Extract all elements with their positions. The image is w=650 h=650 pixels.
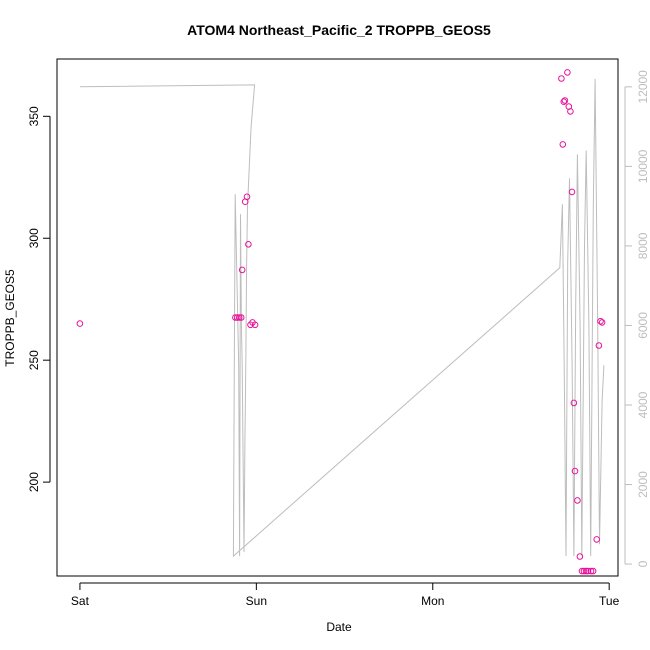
x-tick-label: Tue: [599, 594, 620, 608]
data-point: [570, 399, 578, 407]
data-point: [564, 69, 571, 76]
x-tick-label: Sun: [246, 594, 267, 608]
data-point: [243, 193, 251, 201]
y2-axis: 0 2000 4000 6000 8000 10000 12000: [624, 70, 650, 567]
y-tick-label: 200: [27, 472, 41, 492]
chart-title: ATOM4 Northeast_Pacific_2 TROPPB_GEOS5: [187, 22, 491, 38]
data-point: [235, 314, 243, 321]
y2-tick-label: 6000: [636, 312, 650, 339]
data-point: [251, 321, 259, 329]
y-tick-label: 300: [27, 228, 41, 248]
y2-tick-label: 10000: [636, 149, 650, 183]
data-point: [589, 567, 597, 575]
x-tick-label: Mon: [421, 594, 444, 608]
data-point: [237, 314, 245, 321]
y2-tick-label: 0: [636, 560, 650, 567]
y2-tick-label: 2000: [636, 471, 650, 498]
data-point: [587, 567, 595, 575]
data-point: [584, 567, 592, 575]
data-point: [568, 188, 576, 196]
y-tick-label: 350: [27, 106, 41, 126]
data-point: [576, 553, 584, 560]
data-point: [598, 319, 606, 326]
data-point: [595, 342, 603, 349]
troppb-series: [76, 69, 606, 575]
y2-tick-label: 4000: [636, 391, 650, 418]
data-point: [574, 497, 581, 504]
plot-frame: [56, 58, 619, 577]
x-axis: Sat Sun Mon Tue: [71, 582, 620, 608]
data-point: [597, 317, 604, 325]
data-point: [238, 266, 246, 274]
y-axis-label: TROPPB_GEOS5: [3, 269, 17, 367]
data-point: [582, 567, 590, 575]
data-point: [245, 241, 252, 248]
data-point: [567, 108, 574, 115]
data-point: [580, 567, 588, 575]
data-point: [571, 467, 579, 475]
data-point: [234, 314, 241, 321]
x-tick-label: Sat: [71, 594, 90, 608]
altitude-line: [79, 78, 605, 558]
data-point: [76, 320, 84, 327]
data-point: [559, 141, 567, 148]
data-point: [558, 75, 565, 82]
y2-tick-label: 8000: [636, 232, 650, 259]
y-axis: 200 250 300 350: [27, 106, 51, 492]
data-point: [561, 97, 569, 104]
altitude-series: [79, 78, 605, 558]
y-tick-label: 250: [27, 350, 41, 370]
data-point: [560, 98, 568, 105]
data-point: [593, 536, 601, 543]
x-axis-label: Date: [326, 620, 352, 634]
y2-tick-label: 12000: [636, 70, 650, 104]
